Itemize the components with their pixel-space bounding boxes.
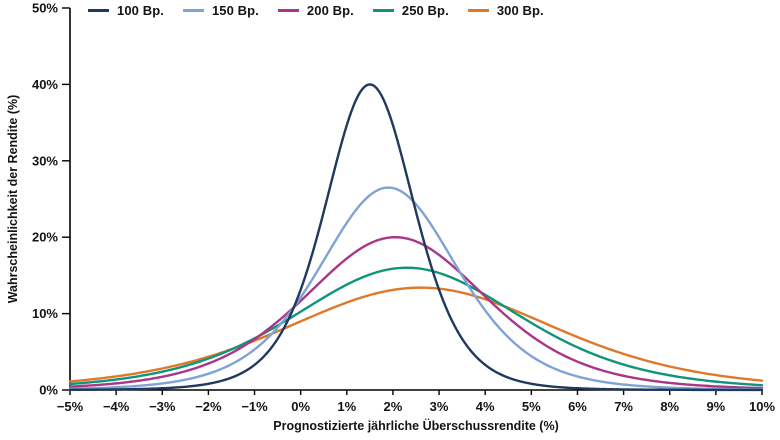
legend-item-100bp: 100 Bp. — [88, 3, 164, 18]
y-tick-label: 0% — [39, 383, 58, 398]
x-tick-label: −5% — [57, 399, 84, 414]
legend: 100 Bp. 150 Bp. 200 Bp. 250 Bp. 300 Bp. — [88, 3, 544, 18]
x-tick-label: −2% — [195, 399, 222, 414]
legend-label: 300 Bp. — [496, 3, 544, 18]
x-tick-label: 9% — [706, 399, 725, 414]
y-tick-label: 30% — [32, 153, 58, 168]
x-tick-label: 7% — [614, 399, 633, 414]
x-tick-label: 2% — [384, 399, 403, 414]
legend-item-150bp: 150 Bp. — [182, 3, 259, 18]
legend-line-swatch — [467, 9, 489, 12]
x-tick-label: 8% — [660, 399, 679, 414]
legend-line-swatch — [372, 9, 394, 12]
legend-line-swatch — [88, 9, 109, 12]
x-tick-label: 1% — [337, 399, 356, 414]
y-tick-label: 10% — [32, 306, 58, 321]
legend-label: 150 Bp. — [211, 3, 259, 18]
series-curve-100bp — [68, 83, 764, 392]
legend-line-swatch — [277, 9, 299, 12]
legend-label: 250 Bp. — [401, 3, 449, 18]
x-tick-label: 0% — [291, 399, 310, 414]
legend-label: 100 Bp. — [117, 3, 164, 18]
series-curve-250bp — [68, 266, 764, 387]
x-tick-label: −3% — [149, 399, 176, 414]
legend-item-300bp: 300 Bp. — [467, 3, 544, 18]
x-tick-label: 5% — [522, 399, 541, 414]
x-tick-label: 3% — [430, 399, 449, 414]
series-curve-300bp — [68, 286, 764, 383]
y-axis-title: Wahrscheinlichkeit der Rendite (%) — [6, 94, 20, 304]
x-tick-label: −4% — [103, 399, 130, 414]
x-tick-label: 6% — [568, 399, 587, 414]
legend-item-200bp: 200 Bp. — [277, 3, 354, 18]
legend-label: 200 Bp. — [306, 3, 354, 18]
legend-line-swatch — [182, 9, 204, 12]
series-curve-150bp — [68, 186, 764, 391]
y-tick-label: 20% — [32, 230, 58, 245]
x-tick-label: 10% — [749, 399, 775, 414]
y-tick-label: 50% — [32, 1, 58, 16]
y-tick-label: 40% — [32, 77, 58, 92]
legend-item-250bp: 250 Bp. — [372, 3, 449, 18]
series-curve-200bp — [68, 236, 764, 390]
x-tick-label: −1% — [241, 399, 268, 414]
x-tick-label: 4% — [476, 399, 495, 414]
x-axis-title: Prognostizierte jährliche Überschussrend… — [273, 419, 559, 433]
